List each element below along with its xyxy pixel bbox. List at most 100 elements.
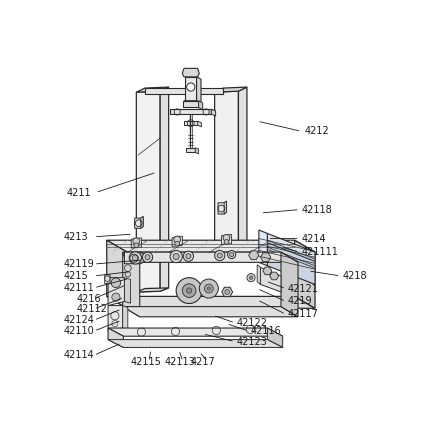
Polygon shape <box>261 267 281 292</box>
Text: 4211: 4211 <box>67 187 91 198</box>
Polygon shape <box>184 121 198 125</box>
Circle shape <box>187 288 192 293</box>
Circle shape <box>224 240 229 244</box>
Circle shape <box>217 253 222 258</box>
Polygon shape <box>281 252 298 317</box>
Polygon shape <box>125 252 144 264</box>
Polygon shape <box>259 230 267 266</box>
Polygon shape <box>141 252 144 264</box>
Polygon shape <box>186 148 195 152</box>
Circle shape <box>111 278 121 288</box>
Polygon shape <box>222 287 232 297</box>
Polygon shape <box>135 217 143 229</box>
Polygon shape <box>123 305 128 330</box>
Polygon shape <box>105 275 110 284</box>
Polygon shape <box>136 288 169 292</box>
Polygon shape <box>123 307 298 317</box>
Text: 42121: 42121 <box>288 284 319 293</box>
Polygon shape <box>160 87 169 291</box>
Polygon shape <box>267 243 315 285</box>
Polygon shape <box>263 267 272 274</box>
Polygon shape <box>123 254 141 261</box>
Text: 42115: 42115 <box>130 357 161 367</box>
Text: 4214: 4214 <box>301 233 326 244</box>
Circle shape <box>182 284 196 297</box>
Circle shape <box>142 252 152 263</box>
Polygon shape <box>170 109 211 114</box>
Polygon shape <box>215 87 247 92</box>
Polygon shape <box>185 77 197 101</box>
Polygon shape <box>198 101 203 110</box>
Circle shape <box>125 265 131 271</box>
Polygon shape <box>172 236 182 246</box>
Text: 42118: 42118 <box>301 205 332 215</box>
Polygon shape <box>136 87 169 92</box>
Polygon shape <box>267 328 283 347</box>
Polygon shape <box>108 328 123 347</box>
Text: 42117: 42117 <box>288 309 319 320</box>
Circle shape <box>133 238 140 245</box>
Circle shape <box>175 241 179 246</box>
Polygon shape <box>183 101 198 107</box>
Circle shape <box>132 255 138 261</box>
Circle shape <box>129 252 141 264</box>
Circle shape <box>125 271 130 277</box>
Polygon shape <box>215 91 238 261</box>
Polygon shape <box>123 252 140 317</box>
Text: 42122: 42122 <box>237 318 268 328</box>
Text: 42119: 42119 <box>63 259 94 269</box>
Polygon shape <box>257 265 261 285</box>
Polygon shape <box>238 87 247 261</box>
Polygon shape <box>267 240 315 261</box>
Text: 4218: 4218 <box>342 271 367 281</box>
Polygon shape <box>221 234 232 245</box>
Polygon shape <box>294 240 315 309</box>
Polygon shape <box>107 240 315 252</box>
Polygon shape <box>267 247 315 268</box>
Circle shape <box>112 293 120 301</box>
Circle shape <box>228 251 236 259</box>
Text: 42112: 42112 <box>77 304 108 314</box>
Polygon shape <box>184 101 201 103</box>
Circle shape <box>186 254 191 259</box>
Polygon shape <box>123 252 298 263</box>
Text: 4212: 4212 <box>305 126 330 136</box>
Circle shape <box>229 252 234 256</box>
Polygon shape <box>197 77 201 103</box>
Text: 42114: 42114 <box>63 350 94 360</box>
Polygon shape <box>141 217 143 229</box>
Circle shape <box>225 290 229 294</box>
Circle shape <box>204 284 213 293</box>
Circle shape <box>173 254 179 259</box>
Polygon shape <box>131 238 141 248</box>
Polygon shape <box>224 201 226 214</box>
Polygon shape <box>249 251 259 259</box>
Polygon shape <box>145 88 223 94</box>
Circle shape <box>223 234 230 241</box>
Polygon shape <box>261 253 271 262</box>
Polygon shape <box>108 328 283 336</box>
Polygon shape <box>267 233 315 261</box>
Circle shape <box>247 274 255 282</box>
Circle shape <box>249 276 253 279</box>
Text: 42113: 42113 <box>164 357 195 367</box>
Circle shape <box>145 255 150 260</box>
Circle shape <box>170 251 182 263</box>
Circle shape <box>207 287 210 290</box>
Polygon shape <box>195 148 198 154</box>
Text: 42123: 42123 <box>237 337 267 347</box>
Polygon shape <box>270 272 278 280</box>
Circle shape <box>183 251 194 261</box>
Polygon shape <box>198 121 202 127</box>
Text: 4213: 4213 <box>63 232 88 242</box>
Circle shape <box>134 243 139 248</box>
Text: 4215: 4215 <box>63 271 88 281</box>
Text: 4217: 4217 <box>191 357 216 367</box>
Circle shape <box>176 278 202 304</box>
Text: 42124: 42124 <box>63 315 94 325</box>
Polygon shape <box>108 305 123 331</box>
Polygon shape <box>108 339 283 347</box>
Polygon shape <box>107 240 127 309</box>
Text: 42111: 42111 <box>63 283 94 293</box>
Polygon shape <box>125 278 130 303</box>
